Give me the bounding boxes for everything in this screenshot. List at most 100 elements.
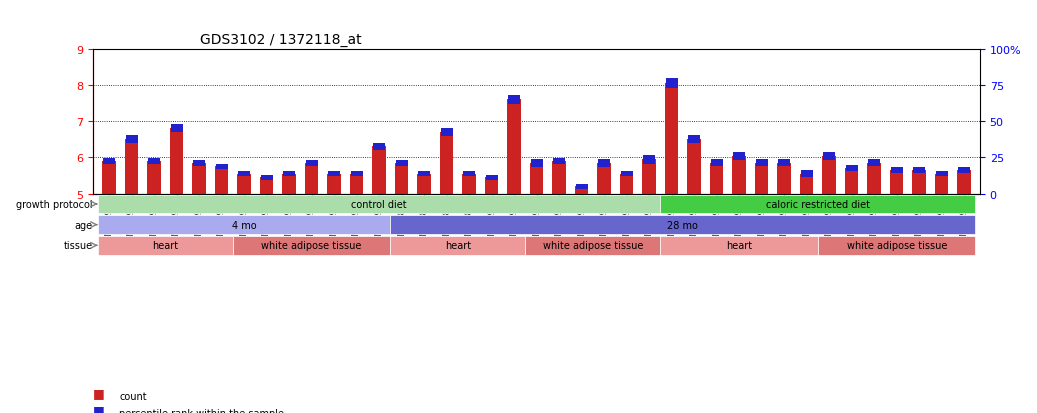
Bar bbox=[103, 161, 116, 194]
Bar bbox=[620, 172, 633, 177]
Bar bbox=[530, 164, 543, 194]
Text: 28 mo: 28 mo bbox=[668, 220, 698, 230]
Bar bbox=[642, 160, 656, 194]
Bar bbox=[192, 164, 206, 194]
Bar bbox=[328, 174, 341, 194]
FancyBboxPatch shape bbox=[390, 216, 976, 235]
Bar bbox=[328, 172, 340, 177]
FancyBboxPatch shape bbox=[661, 236, 818, 255]
Bar bbox=[103, 158, 115, 165]
Bar bbox=[349, 174, 363, 194]
Bar bbox=[193, 160, 205, 166]
Bar bbox=[125, 136, 138, 144]
Bar bbox=[147, 161, 161, 194]
Bar bbox=[282, 174, 296, 194]
FancyBboxPatch shape bbox=[233, 236, 390, 255]
Bar bbox=[710, 164, 724, 194]
Bar bbox=[957, 171, 971, 194]
Bar bbox=[553, 158, 565, 165]
Text: tissue: tissue bbox=[63, 241, 93, 251]
Bar bbox=[597, 164, 611, 194]
Bar bbox=[485, 178, 499, 194]
Bar bbox=[306, 160, 317, 166]
Text: heart: heart bbox=[445, 241, 471, 251]
Bar bbox=[823, 152, 835, 160]
Text: percentile rank within the sample: percentile rank within the sample bbox=[119, 408, 284, 413]
Bar bbox=[260, 178, 274, 194]
Bar bbox=[441, 129, 453, 137]
Bar bbox=[755, 164, 768, 194]
Bar bbox=[237, 174, 251, 194]
Bar bbox=[283, 172, 296, 177]
Bar bbox=[867, 164, 881, 194]
Bar bbox=[710, 160, 723, 167]
FancyBboxPatch shape bbox=[526, 236, 661, 255]
Bar bbox=[890, 171, 903, 194]
Bar bbox=[373, 143, 385, 151]
Bar bbox=[351, 172, 363, 177]
Bar bbox=[372, 147, 386, 194]
Bar bbox=[531, 159, 542, 167]
FancyBboxPatch shape bbox=[818, 236, 976, 255]
Text: growth protocol: growth protocol bbox=[17, 199, 93, 209]
Bar bbox=[845, 169, 859, 194]
Bar bbox=[170, 129, 184, 194]
FancyBboxPatch shape bbox=[661, 195, 976, 214]
Bar bbox=[733, 152, 746, 160]
Bar bbox=[778, 160, 790, 167]
Bar bbox=[845, 166, 858, 172]
Bar bbox=[801, 171, 813, 178]
Bar bbox=[914, 167, 925, 174]
Bar bbox=[260, 176, 273, 180]
Bar bbox=[935, 174, 949, 194]
Text: ■: ■ bbox=[93, 403, 105, 413]
Text: 4 mo: 4 mo bbox=[232, 220, 256, 230]
Bar bbox=[868, 160, 880, 167]
Bar bbox=[732, 156, 746, 194]
Text: white adipose tissue: white adipose tissue bbox=[261, 241, 362, 251]
Bar bbox=[215, 167, 228, 194]
Bar bbox=[756, 160, 767, 167]
Bar bbox=[124, 140, 138, 194]
Bar bbox=[620, 174, 634, 194]
FancyBboxPatch shape bbox=[97, 195, 661, 214]
Bar bbox=[395, 164, 409, 194]
Bar bbox=[778, 164, 791, 194]
Bar bbox=[507, 100, 521, 194]
Bar bbox=[800, 174, 813, 194]
Bar bbox=[665, 84, 678, 194]
Bar bbox=[485, 176, 498, 180]
Text: count: count bbox=[119, 392, 147, 401]
Bar bbox=[643, 155, 655, 164]
Bar bbox=[417, 174, 431, 194]
Bar bbox=[666, 79, 678, 89]
Text: heart: heart bbox=[152, 241, 178, 251]
Bar bbox=[463, 174, 476, 194]
Bar bbox=[913, 171, 926, 194]
Bar bbox=[464, 172, 475, 177]
Bar bbox=[822, 156, 836, 194]
Bar bbox=[576, 185, 588, 189]
Bar bbox=[574, 187, 588, 194]
Bar bbox=[440, 133, 453, 194]
Bar bbox=[305, 164, 318, 194]
Text: white adipose tissue: white adipose tissue bbox=[846, 241, 947, 251]
FancyBboxPatch shape bbox=[97, 216, 390, 235]
Bar bbox=[958, 167, 971, 174]
Bar bbox=[935, 172, 948, 177]
Bar bbox=[891, 167, 903, 174]
FancyBboxPatch shape bbox=[390, 236, 526, 255]
Text: control diet: control diet bbox=[352, 199, 407, 209]
Bar bbox=[598, 159, 610, 167]
Text: GDS3102 / 1372118_at: GDS3102 / 1372118_at bbox=[200, 33, 361, 47]
Bar bbox=[688, 140, 701, 194]
Bar bbox=[239, 172, 250, 177]
Text: ■: ■ bbox=[93, 387, 105, 399]
Text: white adipose tissue: white adipose tissue bbox=[542, 241, 643, 251]
Text: age: age bbox=[75, 220, 93, 230]
Bar bbox=[395, 160, 408, 166]
FancyBboxPatch shape bbox=[97, 236, 233, 255]
Bar bbox=[418, 172, 430, 177]
Bar bbox=[148, 158, 160, 165]
Bar bbox=[170, 125, 183, 133]
